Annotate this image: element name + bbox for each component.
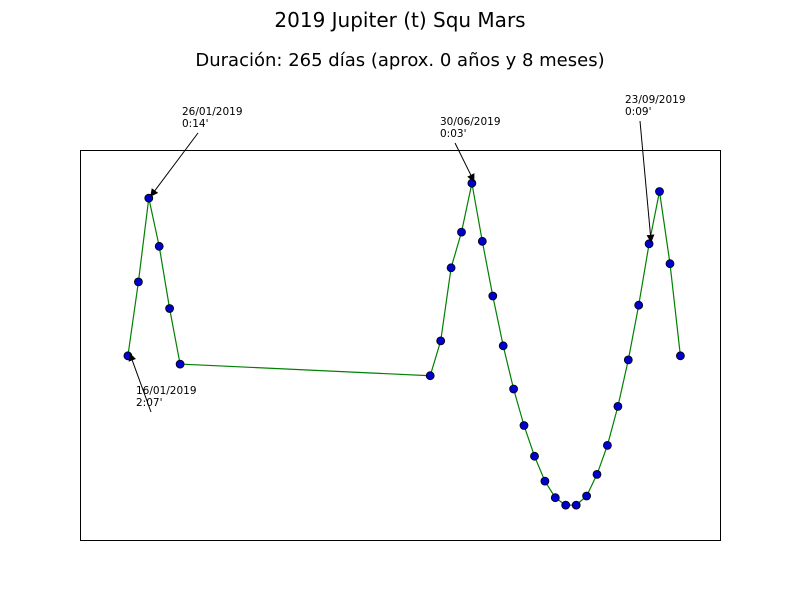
annotation-value: 0:09'	[625, 106, 651, 118]
data-point	[540, 476, 550, 486]
data-point	[446, 263, 456, 273]
annotation-arrow	[128, 352, 152, 413]
data-point	[655, 187, 664, 196]
data-point	[582, 491, 591, 501]
data-point	[623, 355, 633, 365]
data-point	[634, 300, 644, 310]
data-point	[644, 239, 654, 249]
annotation-date: 26/01/2019	[182, 106, 243, 118]
annotation-value: 0:03'	[440, 128, 466, 140]
chart-subtitle: Duración: 265 días (aprox. 0 años y 8 me…	[195, 50, 605, 71]
data-point	[457, 227, 466, 237]
data-point	[477, 236, 487, 246]
data-point	[613, 401, 623, 411]
data-point	[519, 421, 529, 430]
data-point	[133, 277, 143, 287]
data-point	[550, 493, 560, 503]
data-point	[676, 351, 685, 361]
data-point	[175, 359, 185, 369]
data-point	[498, 341, 508, 351]
series-line	[127, 183, 681, 506]
data-point	[665, 259, 675, 269]
annotation-arrow	[150, 132, 199, 197]
data-point	[436, 336, 446, 346]
data-point	[509, 384, 518, 394]
annotation-date: 30/06/2019	[440, 116, 501, 128]
plot-area-frame	[80, 150, 721, 541]
data-point	[603, 440, 612, 450]
data-point	[488, 291, 498, 301]
chart-title: 2019 Jupiter (t) Squ Mars	[274, 8, 526, 32]
data-point	[425, 371, 435, 381]
data-point	[592, 469, 602, 479]
annotation-arrow	[639, 120, 655, 243]
data-point	[530, 451, 539, 461]
annotation-arrow	[454, 142, 475, 183]
data-point	[561, 500, 571, 510]
series-layer	[123, 178, 685, 510]
annotation-value: 0:14'	[182, 118, 208, 130]
data-point	[571, 500, 581, 510]
data-point	[165, 304, 175, 313]
data-point	[154, 241, 164, 251]
data-point	[467, 178, 477, 188]
annotation-date: 16/01/2019	[136, 385, 197, 397]
annotation-value: 2:07'	[136, 397, 162, 409]
annotation-date: 23/09/2019	[625, 94, 686, 106]
